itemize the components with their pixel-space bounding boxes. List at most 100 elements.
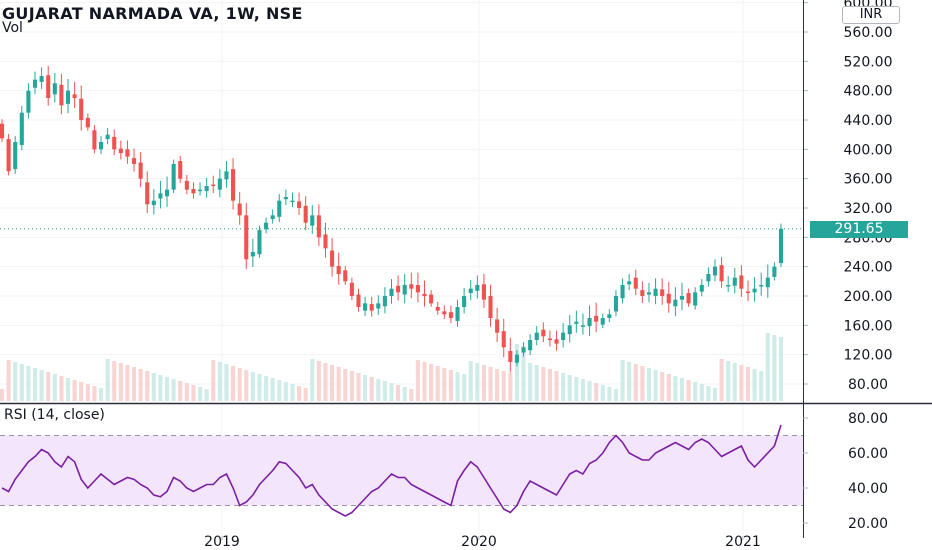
candle-body xyxy=(204,186,209,192)
volume-bar xyxy=(343,369,348,401)
time-tick-label: 2019 xyxy=(204,534,240,550)
candle-body xyxy=(745,291,751,294)
candle-body xyxy=(178,161,183,179)
volume-bar xyxy=(442,368,447,401)
candle-body xyxy=(706,274,711,282)
volume-bar xyxy=(164,377,170,401)
volume-bar xyxy=(310,359,315,401)
volume-bar xyxy=(19,364,24,401)
volume-bar xyxy=(706,386,711,401)
candle-body xyxy=(640,290,645,296)
candle-body xyxy=(224,171,229,180)
volume-bar xyxy=(250,372,255,401)
candle-body xyxy=(13,142,18,170)
volume-bar xyxy=(237,368,242,401)
candle-body xyxy=(270,215,275,219)
volume-bar xyxy=(574,377,579,401)
price-tick-label: 80.00 xyxy=(848,377,888,393)
rsi-tick-label: 40.00 xyxy=(848,481,888,497)
volume-bar xyxy=(72,380,77,401)
volume-bar xyxy=(224,364,229,401)
price-tick-label: 200.00 xyxy=(844,289,893,305)
candle-body xyxy=(600,318,605,325)
volume-bar xyxy=(217,362,222,401)
candle-body xyxy=(310,215,315,226)
volume-bar xyxy=(653,370,658,401)
volume-bar xyxy=(283,382,288,401)
candle-body xyxy=(508,351,513,362)
candle-body xyxy=(719,265,724,282)
candle-body xyxy=(211,184,216,187)
candle-body xyxy=(389,288,394,296)
candle-body xyxy=(217,178,222,190)
candle-body xyxy=(336,265,341,274)
candle-body xyxy=(171,164,176,190)
volume-bar xyxy=(13,362,18,401)
candle-body xyxy=(402,285,407,295)
candle-body xyxy=(39,76,44,82)
candle-body xyxy=(52,83,57,95)
volume-bar xyxy=(772,335,777,401)
candle-body xyxy=(396,285,401,293)
time-axis: 2019 2020 2021 xyxy=(0,534,932,550)
candle-body xyxy=(244,215,249,260)
candle-body xyxy=(250,252,255,257)
candle-body xyxy=(131,158,137,164)
volume-bar xyxy=(712,388,718,401)
candle-body xyxy=(72,94,77,98)
volume-bar xyxy=(105,359,110,401)
volume-bar xyxy=(316,361,321,401)
candle-body xyxy=(594,315,599,322)
candle-body xyxy=(547,338,552,341)
candle-body xyxy=(118,148,123,153)
candle-body xyxy=(32,79,38,88)
volume-bar xyxy=(112,361,117,401)
volume-bar xyxy=(277,380,282,401)
volume-bar xyxy=(409,389,414,401)
currency-button[interactable]: INR xyxy=(842,6,900,24)
volume-bar xyxy=(349,371,354,401)
volume-bar xyxy=(336,367,341,401)
candle-body xyxy=(382,296,387,307)
candle-body xyxy=(303,205,308,223)
volume-bar xyxy=(435,366,440,401)
candle-body xyxy=(264,222,269,230)
candle-body xyxy=(343,270,348,282)
candle-body xyxy=(455,307,460,321)
candle-body xyxy=(151,200,156,206)
volume-bar xyxy=(26,366,31,401)
candle-body xyxy=(607,314,612,318)
volume-bar xyxy=(752,369,757,401)
candle-body xyxy=(514,354,519,363)
candle-body xyxy=(369,304,374,311)
volume-bar xyxy=(382,381,387,401)
candle-body xyxy=(191,188,196,194)
volume-bar xyxy=(422,362,427,401)
candle-body xyxy=(699,285,704,292)
rsi-label: RSI (14, close) xyxy=(4,407,105,423)
volume-bar xyxy=(198,387,203,401)
candle-body xyxy=(462,296,467,307)
volume-bar xyxy=(468,361,473,401)
volume-bar xyxy=(646,368,652,401)
candle-body xyxy=(442,311,447,315)
volume-bar xyxy=(145,371,150,401)
candle-body xyxy=(92,130,97,150)
candle-body xyxy=(349,282,354,296)
volume-bar xyxy=(778,337,784,401)
candle-body xyxy=(448,312,453,318)
candle-body xyxy=(772,266,777,277)
volume-bar xyxy=(98,388,104,401)
candle-body xyxy=(65,90,71,104)
volume-bar xyxy=(204,389,209,401)
candle-body xyxy=(765,277,770,288)
volume-bar xyxy=(52,374,57,401)
candle-body xyxy=(534,332,539,340)
rsi-band xyxy=(0,435,803,506)
candle-body xyxy=(739,275,744,289)
candle-body xyxy=(231,169,236,201)
volume-bar xyxy=(448,370,453,401)
candle-body xyxy=(6,139,11,172)
volume-bar xyxy=(554,371,559,401)
